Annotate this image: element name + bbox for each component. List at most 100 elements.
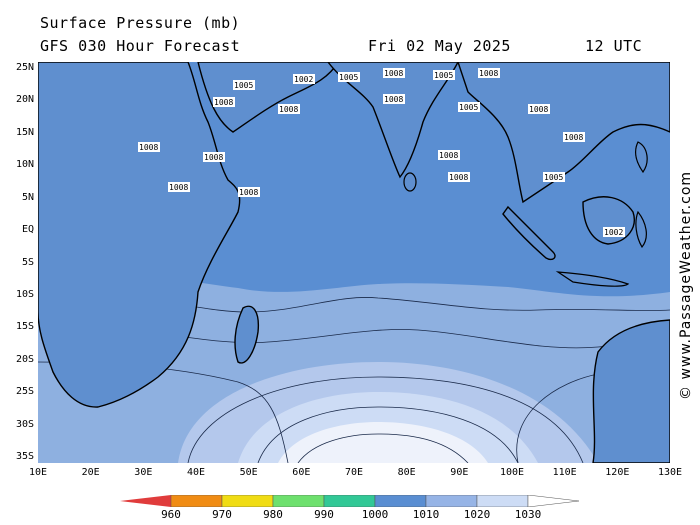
isobar-label-box <box>563 132 585 142</box>
colorbar-tick-label: 1000 <box>361 508 389 521</box>
lon-tick-label: 20E <box>81 467 100 478</box>
high-pressure-core <box>278 422 488 463</box>
lon-tick-label: 10E <box>28 467 48 478</box>
lat-tick-label: 20S <box>15 353 34 365</box>
colorbar-tick-label: 990 <box>314 508 334 521</box>
site-credit: © www.PassageWeather.com <box>678 170 694 400</box>
lon-tick-label: 60E <box>292 467 311 478</box>
isobar-label: 1008 <box>239 188 258 197</box>
lon-tick-label: 120E <box>605 467 630 478</box>
isobar-label: 1008 <box>384 95 403 104</box>
isobar-label: 1002 <box>294 75 313 84</box>
isobar-label: 1008 <box>384 69 403 78</box>
isobar-label: 1008 <box>169 183 188 192</box>
isobar-label-box <box>338 72 360 82</box>
isobar-label-box <box>478 68 500 78</box>
africa-landmass <box>38 62 241 408</box>
isobar-label: 1005 <box>544 173 563 182</box>
colorbar-segment <box>374 495 427 507</box>
map-title: Surface Pressure (mb) <box>40 14 241 32</box>
philippines <box>634 141 648 174</box>
isobar-label-box <box>458 102 480 112</box>
colorbar-tick-label: 960 <box>161 508 181 521</box>
madagascar <box>234 305 260 364</box>
isobar-label-box <box>138 142 160 152</box>
sri-lanka <box>403 172 417 192</box>
lon-tick-label: 110E <box>552 467 577 478</box>
sulawesi <box>635 210 647 249</box>
isobar-label-box <box>603 227 625 237</box>
lon-tick-label: 90E <box>450 467 469 478</box>
isobar-label-box <box>203 152 225 162</box>
isobar-label-box <box>233 80 255 90</box>
isobar-label-box <box>293 74 315 84</box>
isobar-label: 1008 <box>479 69 498 78</box>
isobar-label: 1008 <box>214 98 233 107</box>
colorbar-segment <box>221 495 274 507</box>
isobar-label-box <box>438 150 460 160</box>
lat-tick-label: 25S <box>15 386 34 398</box>
lon-tick-label: 40E <box>186 467 206 478</box>
lon-tick-label: 50E <box>239 467 258 478</box>
isobar-label: 1002 <box>604 228 623 237</box>
lat-tick-label: 30S <box>15 418 34 430</box>
india-landmass <box>327 62 459 179</box>
colorbar-low-arrow <box>120 495 171 507</box>
isobar-label-box <box>433 70 455 80</box>
lat-tick-label: 15S <box>15 321 34 333</box>
colorbar-tick-label: 980 <box>263 508 283 521</box>
lon-tick-label: 70E <box>344 467 364 478</box>
isobar-label: 1005 <box>434 71 453 80</box>
lon-tick-label: 30E <box>134 467 153 478</box>
colorbar-segment <box>425 495 478 507</box>
isobar-label-box <box>528 104 550 114</box>
isobar-label-box <box>448 172 470 182</box>
java <box>555 271 630 287</box>
lon-tick-label: 80E <box>397 467 416 478</box>
isobar-label-box <box>383 68 405 78</box>
lon-tick-label: 130E <box>657 467 683 478</box>
colorbar-high-arrow <box>527 495 580 507</box>
colorbar-segment <box>323 495 376 507</box>
lat-tick-label: 5N <box>21 191 34 203</box>
forecast-date: Fri 02 May 2025 <box>368 37 511 55</box>
isobar-label: 1005 <box>234 81 253 90</box>
colorbar-segment <box>476 495 529 507</box>
pressure-map: 1005 1002 1005 1008 1005 1008 1008 1008 1008 1005… <box>38 62 670 463</box>
pressure-colorbar <box>120 495 580 507</box>
colorbar-segment <box>170 495 223 507</box>
lon-tick-label: 100E <box>499 467 525 478</box>
isobar-label: 1008 <box>204 153 223 162</box>
colorbar-tick-label: 970 <box>212 508 232 521</box>
lat-tick-label: 10N <box>15 159 34 171</box>
sumatra <box>502 205 556 261</box>
lat-tick-label: 35S <box>15 451 34 462</box>
isobar-label: 1008 <box>529 105 548 114</box>
isobar-label: 1008 <box>564 133 583 142</box>
isobar-label: 1005 <box>459 103 478 112</box>
isobar-label: 1008 <box>139 143 158 152</box>
lat-tick-label: 15N <box>15 126 34 138</box>
colorbar-segment <box>272 495 325 507</box>
forecast-time: 12 UTC <box>585 37 643 55</box>
isobar-label-box <box>238 187 260 197</box>
isobar-label-box <box>213 97 235 107</box>
isobar-label: 1008 <box>439 151 458 160</box>
isobar-label-box <box>168 182 190 192</box>
lat-tick-label: 20N <box>15 94 34 106</box>
lat-tick-label: 10S <box>15 288 34 300</box>
isobar-label: 1005 <box>339 73 358 82</box>
colorbar-tick-label: 1020 <box>463 508 491 521</box>
lat-tick-label: EQ <box>21 224 34 236</box>
colorbar-tick-label: 1030 <box>514 508 542 521</box>
colorbar-tick-label: 1010 <box>412 508 440 521</box>
isobar-label-box <box>278 104 300 114</box>
australia-landmass <box>592 319 670 463</box>
isobar-label-box <box>383 94 405 104</box>
isobar-label-box <box>543 172 565 182</box>
forecast-label: GFS 030 Hour Forecast <box>40 37 241 55</box>
lat-tick-label: 5S <box>21 256 34 268</box>
isobar-label: 1008 <box>279 105 298 114</box>
